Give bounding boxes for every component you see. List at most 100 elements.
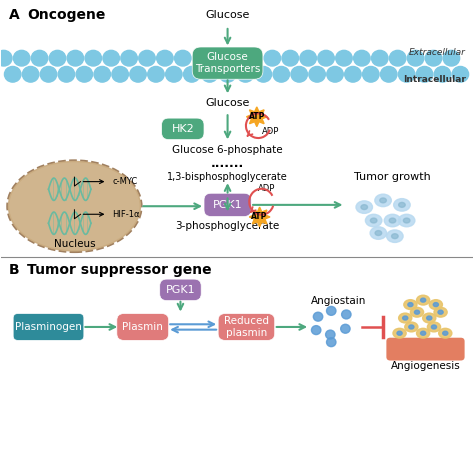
- Ellipse shape: [389, 218, 396, 223]
- Text: ATP: ATP: [248, 112, 265, 121]
- Text: Nucleus: Nucleus: [54, 239, 95, 249]
- Circle shape: [237, 67, 254, 82]
- Ellipse shape: [397, 331, 402, 335]
- Ellipse shape: [429, 300, 442, 310]
- Ellipse shape: [402, 316, 408, 320]
- Text: Glucose: Glucose: [205, 10, 250, 20]
- Ellipse shape: [387, 230, 403, 243]
- Circle shape: [139, 50, 155, 66]
- Ellipse shape: [417, 295, 430, 305]
- Circle shape: [246, 50, 263, 66]
- FancyBboxPatch shape: [160, 279, 201, 301]
- Ellipse shape: [370, 227, 387, 239]
- Ellipse shape: [404, 300, 417, 310]
- Circle shape: [425, 50, 442, 66]
- Ellipse shape: [361, 205, 367, 210]
- Text: Angiogenesis: Angiogenesis: [391, 361, 460, 371]
- Circle shape: [192, 50, 209, 66]
- Circle shape: [4, 67, 21, 82]
- Circle shape: [443, 50, 460, 66]
- Circle shape: [49, 50, 66, 66]
- Ellipse shape: [365, 214, 382, 227]
- Circle shape: [372, 50, 388, 66]
- Circle shape: [336, 50, 352, 66]
- Text: PGK1: PGK1: [213, 200, 242, 210]
- Text: Tumor suppressor gene: Tumor suppressor gene: [27, 263, 212, 277]
- Circle shape: [416, 67, 433, 82]
- Circle shape: [0, 50, 12, 66]
- Text: 3-phosphoglycerate: 3-phosphoglycerate: [175, 221, 280, 231]
- Text: Plasminogen: Plasminogen: [15, 322, 82, 332]
- Ellipse shape: [380, 198, 386, 203]
- Ellipse shape: [420, 298, 426, 302]
- Circle shape: [300, 50, 317, 66]
- Text: Plasmin: Plasmin: [122, 322, 163, 332]
- Text: Angiostain: Angiostain: [310, 296, 366, 306]
- Circle shape: [341, 324, 350, 333]
- Text: Glucose: Glucose: [205, 99, 250, 108]
- Circle shape: [148, 67, 164, 82]
- Circle shape: [67, 50, 83, 66]
- Circle shape: [22, 67, 39, 82]
- Ellipse shape: [405, 322, 418, 332]
- Ellipse shape: [370, 218, 377, 223]
- Circle shape: [112, 67, 128, 82]
- Circle shape: [94, 67, 110, 82]
- Text: Intracellular: Intracellular: [403, 75, 465, 84]
- FancyBboxPatch shape: [13, 314, 84, 340]
- Ellipse shape: [393, 328, 406, 338]
- Circle shape: [264, 50, 281, 66]
- Circle shape: [201, 67, 218, 82]
- FancyBboxPatch shape: [218, 314, 275, 340]
- Circle shape: [228, 50, 245, 66]
- Ellipse shape: [434, 307, 447, 317]
- Ellipse shape: [414, 310, 419, 314]
- Text: Glucose 6-phosphate: Glucose 6-phosphate: [172, 145, 283, 155]
- Ellipse shape: [356, 201, 373, 213]
- Ellipse shape: [438, 310, 443, 314]
- FancyBboxPatch shape: [162, 118, 204, 140]
- Circle shape: [282, 50, 299, 66]
- Ellipse shape: [392, 234, 398, 239]
- Circle shape: [407, 50, 424, 66]
- Ellipse shape: [399, 313, 412, 323]
- Text: HK2: HK2: [172, 124, 194, 134]
- Text: ADP: ADP: [257, 184, 275, 193]
- Circle shape: [342, 310, 351, 319]
- FancyBboxPatch shape: [386, 338, 465, 360]
- Ellipse shape: [438, 328, 452, 338]
- Ellipse shape: [398, 214, 415, 227]
- Circle shape: [390, 50, 406, 66]
- Circle shape: [183, 67, 200, 82]
- Ellipse shape: [394, 198, 410, 211]
- Ellipse shape: [408, 302, 413, 306]
- Ellipse shape: [427, 316, 432, 320]
- Circle shape: [40, 67, 57, 82]
- Text: ADP: ADP: [262, 127, 280, 136]
- Text: .......: .......: [211, 157, 244, 170]
- Circle shape: [76, 67, 92, 82]
- Circle shape: [85, 50, 101, 66]
- Polygon shape: [246, 107, 267, 126]
- Text: 1,3-bisphosphoglycerate: 1,3-bisphosphoglycerate: [167, 172, 288, 182]
- Circle shape: [354, 50, 370, 66]
- Text: B: B: [9, 263, 19, 277]
- Circle shape: [313, 312, 323, 321]
- Ellipse shape: [443, 331, 448, 335]
- Circle shape: [434, 67, 451, 82]
- Text: c-MYC: c-MYC: [112, 177, 137, 186]
- Circle shape: [398, 67, 415, 82]
- Ellipse shape: [420, 331, 426, 335]
- Circle shape: [363, 67, 379, 82]
- Circle shape: [309, 67, 325, 82]
- Ellipse shape: [409, 325, 414, 329]
- Circle shape: [219, 67, 236, 82]
- Text: A: A: [9, 8, 19, 22]
- Text: Reduced
plasmin: Reduced plasmin: [224, 316, 269, 338]
- Circle shape: [121, 50, 137, 66]
- Text: Oncogene: Oncogene: [27, 8, 106, 22]
- Circle shape: [13, 50, 30, 66]
- FancyBboxPatch shape: [192, 47, 263, 79]
- Ellipse shape: [375, 230, 382, 235]
- Ellipse shape: [9, 162, 140, 251]
